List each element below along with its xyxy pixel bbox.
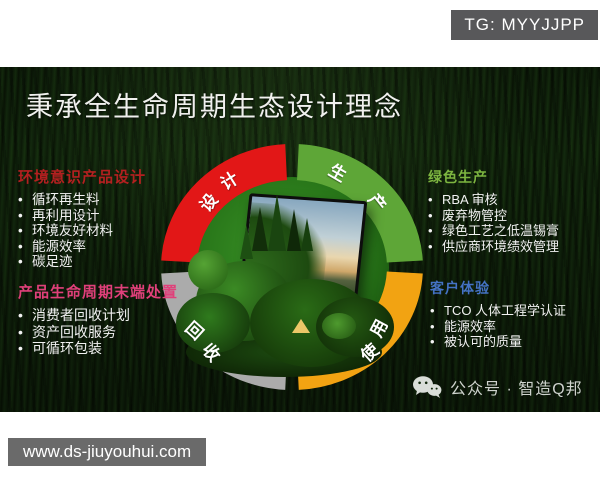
foliage-bush: [322, 313, 356, 339]
bullet-list: TCO 人体工程学认证 能源效率 被认可的质量: [430, 303, 566, 350]
ring-segment-design: [161, 144, 288, 264]
list-item: 碳足迹: [18, 254, 146, 270]
list-item: 能源效率: [430, 319, 566, 335]
list-item: 循环再生料: [18, 192, 146, 208]
section-header: 环境意识产品设计: [18, 169, 147, 186]
bullet-list: 循环再生料 再利用设计 环境友好材料 能源效率 碳足迹: [18, 192, 146, 270]
top-strip: TG: MYYJJPP: [0, 0, 600, 67]
bottom-strip: www.ds-jiuyouhui.com: [0, 412, 600, 480]
section-header: 绿色生产: [428, 169, 488, 185]
page-title: 秉承全生命周期生态设计理念: [26, 92, 403, 123]
list-item: 资产回收服务: [18, 324, 178, 341]
wechat-watermark: 公众号 · 智造Q邦: [412, 375, 583, 399]
list-item: 废弃物管控: [428, 208, 559, 224]
url-watermark-badge: www.ds-jiuyouhui.com: [8, 438, 207, 466]
section-header: 客户体验: [430, 280, 490, 296]
ring-segment-production: [296, 144, 423, 264]
forest-scene: 秉承全生命周期生态设计理念: [0, 67, 600, 412]
list-item: 消费者回收计划: [18, 307, 178, 324]
bullet-list: RBA 审核 废弃物管控 绿色工艺之低温锡膏 供应商环境绩效管理: [428, 192, 559, 254]
foliage-blob: [176, 293, 250, 353]
foliage-bush: [188, 250, 228, 290]
wechat-icon: [413, 376, 442, 398]
section-customer-experience: 客户体验 TCO 人体工程学认证 能源效率 被认可的质量: [430, 278, 566, 350]
section-green-production: 绿色生产 RBA 审核 废弃物管控 绿色工艺之低温锡膏 供应商环境绩效管理: [428, 167, 559, 254]
list-item: 绿色工艺之低温锡膏: [428, 223, 559, 239]
section-eco-design: 环境意识产品设计 循环再生料 再利用设计 环境友好材料 能源效率 碳足迹: [18, 166, 146, 270]
list-item: 环境友好材料: [18, 223, 146, 239]
list-item: 供应商环境绩效管理: [428, 239, 559, 255]
bullet-list: 消费者回收计划 资产回收服务 可循环包装: [18, 307, 178, 357]
section-end-of-life: 产品生命周期末端处置 消费者回收计划 资产回收服务 可循环包装: [18, 281, 178, 357]
tg-watermark-badge: TG: MYYJJPP: [451, 10, 598, 40]
list-item: 再利用设计: [18, 208, 146, 224]
list-item: TCO 人体工程学认证: [430, 303, 566, 319]
list-item: 能源效率: [18, 239, 146, 255]
list-item: 可循环包装: [18, 340, 178, 357]
list-item: RBA 审核: [428, 192, 559, 208]
section-header: 产品生命周期末端处置: [18, 284, 179, 301]
wechat-label: 公众号 · 智造Q邦: [450, 381, 583, 398]
list-item: 被认可的质量: [430, 334, 566, 350]
